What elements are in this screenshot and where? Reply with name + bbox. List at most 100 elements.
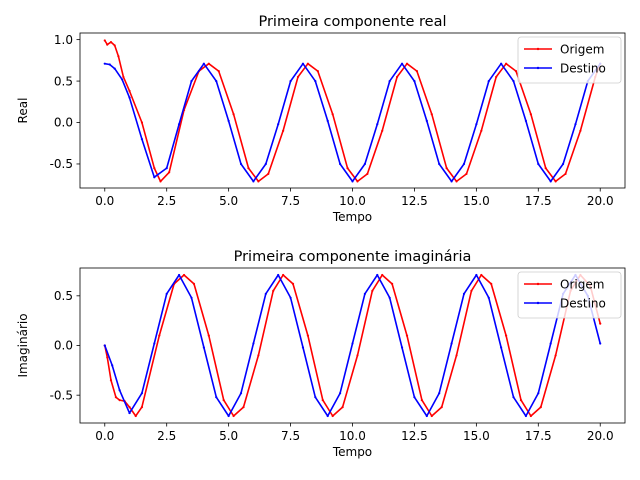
data-point — [395, 75, 399, 79]
data-point — [207, 334, 210, 337]
data-point — [490, 282, 493, 285]
data-point — [381, 273, 384, 277]
series-points-destino — [103, 273, 602, 418]
y-tick-label: 0.0 — [54, 116, 73, 130]
data-point — [109, 41, 113, 44]
data-point — [140, 121, 144, 124]
data-point — [140, 392, 144, 395]
data-point — [405, 62, 409, 65]
data-point — [252, 342, 255, 345]
data-point — [128, 411, 131, 415]
x-tick-label: 5.0 — [219, 429, 238, 443]
data-point — [356, 354, 359, 357]
x-tick-label: 2.5 — [157, 194, 176, 208]
x-tick-label: 12.5 — [401, 194, 428, 208]
data-point — [574, 123, 577, 126]
data-point — [113, 44, 116, 47]
data-point — [495, 75, 498, 79]
data-point — [388, 296, 391, 299]
x-tick-label: 15.0 — [463, 429, 490, 443]
data-point — [480, 273, 483, 277]
x-tick-label: 17.5 — [525, 194, 552, 208]
data-point — [215, 396, 218, 399]
data-point — [425, 414, 428, 418]
data-point — [462, 162, 466, 166]
chart-title: Primeira componente real — [258, 14, 446, 30]
data-point — [158, 334, 161, 337]
data-point — [539, 406, 542, 409]
data-point — [346, 167, 349, 170]
data-point — [420, 399, 423, 402]
data-point — [415, 70, 419, 73]
data-point — [301, 62, 305, 65]
data-point — [475, 273, 478, 277]
data-point — [252, 180, 255, 183]
data-point — [121, 78, 124, 81]
data-point — [314, 79, 317, 83]
data-point — [331, 414, 334, 418]
data-point — [215, 79, 218, 83]
data-point — [430, 113, 433, 116]
legend-label-origem: Origem — [560, 42, 604, 56]
data-point — [114, 396, 118, 399]
chart-title: Primeira componente imaginária — [234, 249, 472, 265]
data-point — [376, 273, 379, 277]
data-point — [182, 273, 186, 277]
data-point — [153, 342, 156, 345]
legend-marker — [536, 301, 540, 305]
x-tick-label: 15.0 — [463, 194, 490, 208]
x-axis-label: Tempo — [332, 210, 372, 224]
data-point — [134, 414, 137, 418]
data-point — [455, 180, 458, 183]
data-point — [487, 296, 490, 299]
data-point — [376, 123, 379, 126]
data-point — [306, 62, 310, 65]
x-axis-label: Tempo — [332, 445, 372, 459]
data-point — [504, 334, 508, 337]
data-point — [168, 171, 171, 174]
data-point — [282, 129, 285, 132]
data-point — [192, 282, 196, 285]
data-point — [109, 379, 113, 382]
data-point — [339, 392, 342, 395]
data-point — [267, 172, 270, 176]
legend-label-destino: Destino — [560, 296, 606, 310]
y-tick-label: 0.0 — [54, 339, 73, 353]
data-point — [232, 113, 235, 116]
series-line-origem — [104, 40, 601, 183]
y-axis-label: Real — [16, 98, 30, 124]
data-point — [190, 79, 193, 83]
legend-marker — [536, 47, 540, 51]
data-point — [103, 344, 106, 347]
data-point — [512, 396, 515, 399]
x-tick-label: 2.5 — [157, 429, 176, 443]
data-point — [118, 389, 121, 392]
data-point — [232, 414, 235, 418]
x-tick-label: 7.5 — [281, 429, 300, 443]
data-point — [202, 62, 205, 65]
data-point — [561, 162, 565, 166]
data-point — [512, 79, 515, 83]
legend-marker — [536, 282, 540, 286]
series-line-origem — [104, 274, 601, 417]
data-point — [579, 129, 582, 132]
data-point — [524, 119, 528, 122]
data-point — [177, 273, 181, 277]
x-tick-label: 0.0 — [95, 194, 114, 208]
data-point — [455, 354, 458, 357]
data-point — [227, 119, 230, 122]
data-point — [247, 167, 250, 170]
data-point — [462, 292, 466, 295]
legend-label-destino: Destino — [560, 61, 606, 75]
data-point — [165, 167, 168, 170]
x-tick-label: 0.0 — [95, 429, 114, 443]
data-point — [165, 292, 168, 295]
data-point — [351, 342, 354, 345]
data-point — [339, 162, 342, 166]
data-point — [239, 392, 243, 395]
data-point — [122, 75, 125, 79]
data-point — [400, 62, 404, 65]
data-point — [282, 273, 285, 277]
y-tick-label: 0.5 — [54, 289, 73, 303]
data-point — [128, 406, 131, 409]
